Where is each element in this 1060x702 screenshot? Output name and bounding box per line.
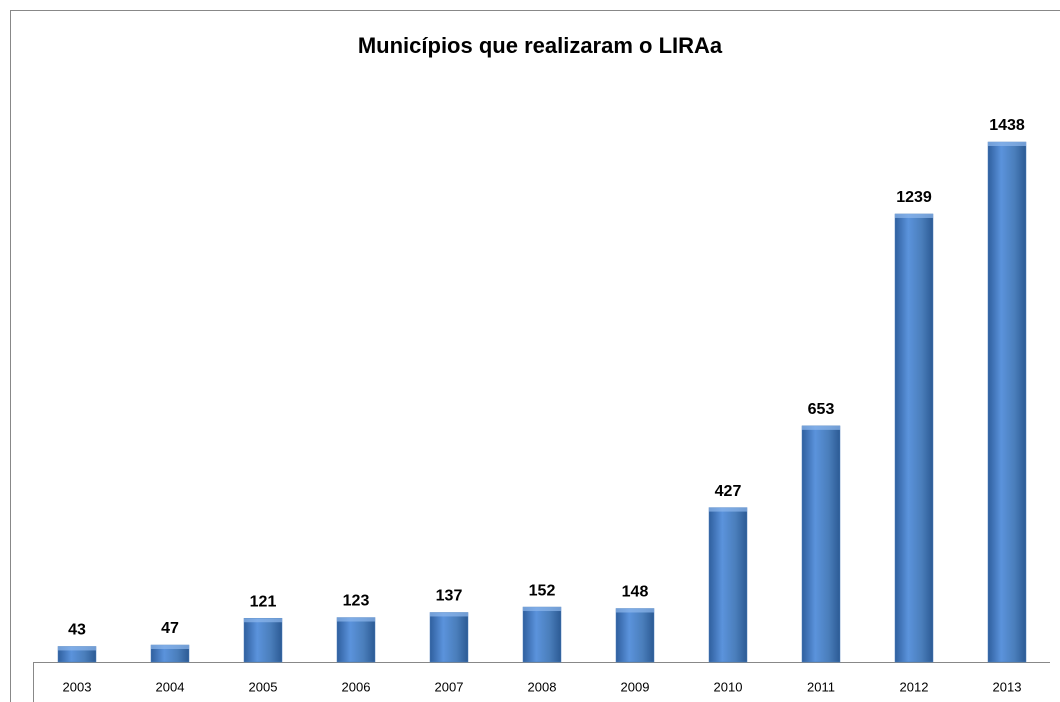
bar (894, 213, 934, 663)
bar-cap (430, 612, 468, 617)
x-tick-label: 2008 (528, 679, 557, 694)
chart-title: Municípios que realizaram o LIRAa (358, 33, 723, 58)
x-tick-label: 2005 (249, 679, 278, 694)
bar (243, 617, 283, 663)
x-tick-label: 2010 (714, 679, 743, 694)
bar-cap (988, 142, 1026, 146)
bar (615, 608, 655, 663)
bar-cap (244, 618, 282, 623)
data-label: 1239 (896, 189, 932, 206)
data-label: 653 (808, 401, 835, 418)
x-tick-label: 2009 (621, 679, 650, 694)
x-tick-label: 2003 (63, 679, 92, 694)
data-label: 1438 (989, 117, 1025, 134)
x-tick-label: 2012 (900, 679, 929, 694)
data-label: 121 (250, 593, 277, 610)
bar (987, 141, 1027, 663)
x-tick-label: 2013 (993, 679, 1022, 694)
data-label: 148 (622, 584, 649, 601)
data-label: 152 (529, 582, 556, 599)
bar (336, 617, 376, 663)
data-label: 43 (68, 622, 86, 639)
bar-cap (523, 607, 561, 612)
chart-frame (10, 10, 1060, 702)
bar (708, 507, 748, 663)
x-tick-label: 2004 (156, 679, 185, 694)
bar (801, 425, 841, 663)
x-tick-label: 2011 (807, 679, 835, 694)
bar (522, 606, 562, 663)
bar-cap (616, 608, 654, 613)
bar-cap (58, 646, 96, 651)
bar-cap (802, 425, 840, 430)
data-label: 427 (715, 483, 742, 500)
bar-cap (895, 213, 933, 218)
x-tick-label: 2006 (342, 679, 371, 694)
bar (429, 612, 469, 663)
data-label: 47 (161, 620, 179, 637)
data-label: 137 (436, 588, 463, 605)
x-tick-label: 2007 (435, 679, 464, 694)
bar-cap (151, 645, 189, 650)
data-label: 123 (343, 593, 370, 610)
bar-cap (709, 507, 747, 512)
bar-cap (337, 617, 375, 622)
